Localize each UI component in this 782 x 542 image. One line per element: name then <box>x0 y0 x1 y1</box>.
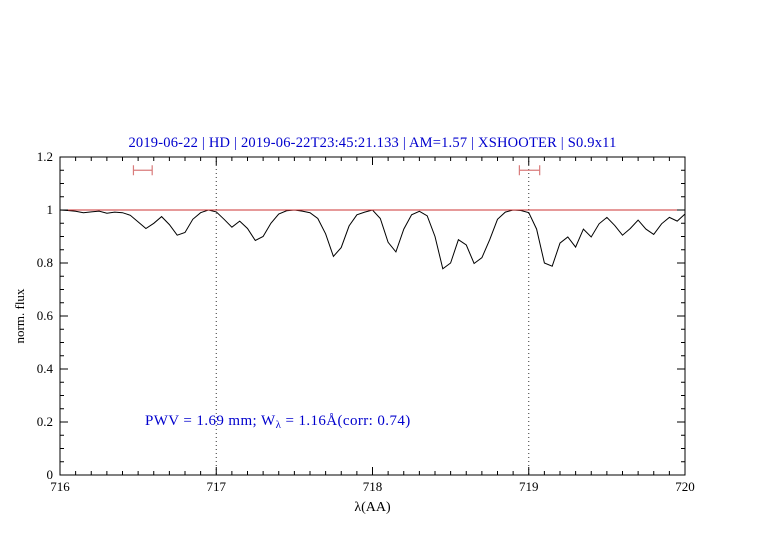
y-tick-label: 1.2 <box>37 149 53 164</box>
spectrum-curve <box>59 209 686 270</box>
x-axis-label: λ(AA) <box>354 500 391 515</box>
y-tick-label: 0.8 <box>37 255 53 270</box>
x-tick-label: 720 <box>675 479 695 494</box>
pwv-annotation-pre: PWV = 1.69 mm; W <box>145 413 276 429</box>
x-tick-label: 717 <box>207 479 227 494</box>
pwv-annotation-sub: λ <box>275 419 282 431</box>
y-tick-label: 0.2 <box>37 414 53 429</box>
y-tick-label: 0.4 <box>37 361 54 376</box>
x-tick-label: 716 <box>50 479 70 494</box>
y-tick-label: 0 <box>47 467 54 482</box>
y-tick-label: 1 <box>47 202 54 217</box>
plot-title: 2019-06-22 | HD | 2019-06-22T23:45:21.13… <box>128 135 617 151</box>
x-tick-label: 718 <box>363 479 383 494</box>
y-axis-label: norm. flux <box>12 288 27 344</box>
pwv-annotation-post: = 1.16Å(corr: 0.74) <box>281 413 411 429</box>
pwv-annotation: PWV = 1.69 mm; Wλ = 1.16Å(corr: 0.74) <box>145 413 411 431</box>
y-tick-label: 0.6 <box>37 308 54 323</box>
x-tick-label: 719 <box>519 479 539 494</box>
